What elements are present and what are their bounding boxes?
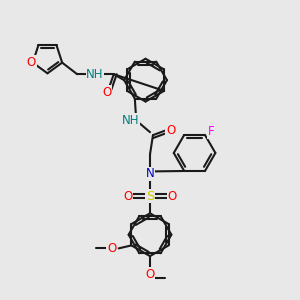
Text: O: O — [102, 85, 112, 98]
Text: NH: NH — [86, 68, 104, 81]
Text: O: O — [166, 124, 176, 137]
Text: S: S — [146, 190, 154, 202]
Text: O: O — [27, 56, 36, 69]
Text: F: F — [208, 125, 214, 139]
Text: NH: NH — [122, 114, 140, 127]
Text: O: O — [123, 190, 132, 202]
Text: O: O — [146, 268, 154, 281]
Text: N: N — [146, 167, 154, 180]
Text: O: O — [107, 242, 116, 255]
Text: O: O — [168, 190, 177, 202]
